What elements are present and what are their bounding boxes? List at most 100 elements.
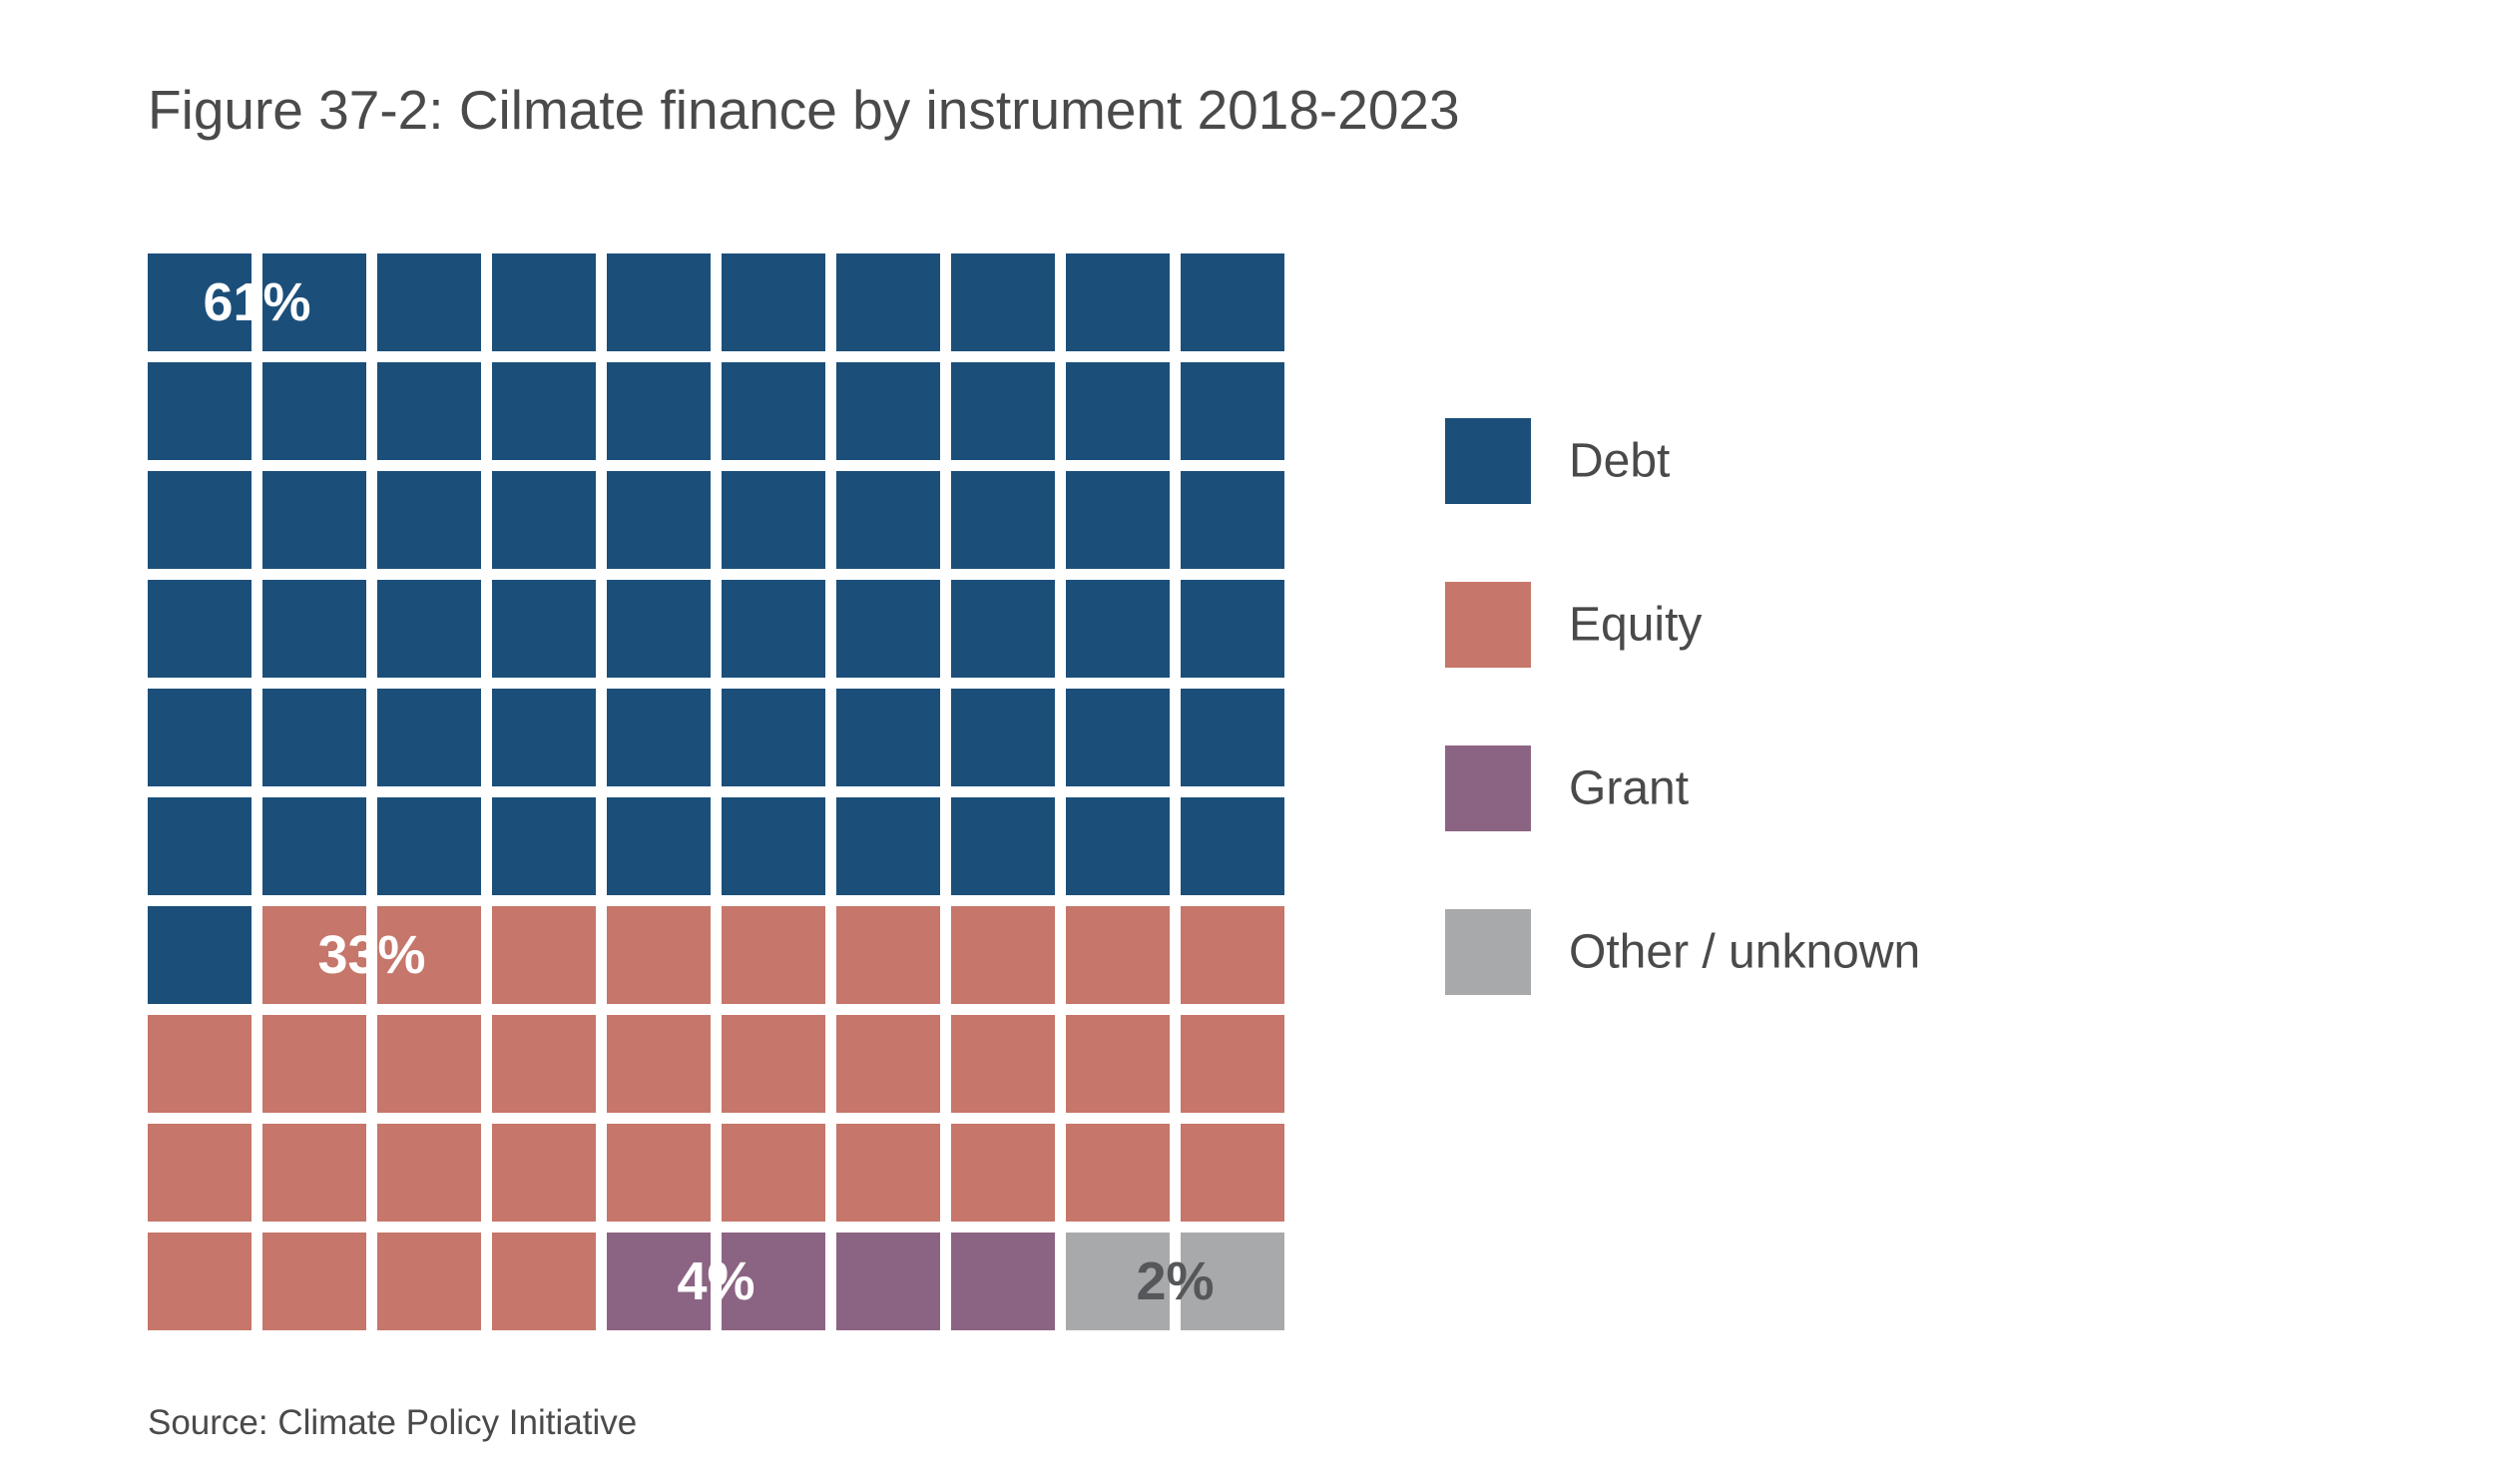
waffle-cell-equity (1066, 1015, 1170, 1113)
waffle-cell-equity (262, 1233, 366, 1330)
waffle-cell-grant (722, 1233, 825, 1330)
waffle-cell-debt (262, 797, 366, 895)
waffle-cell-debt (951, 471, 1055, 569)
waffle-cell-debt (377, 362, 481, 460)
pct-label-equity: 33% (317, 925, 425, 985)
waffle-cell-equity (951, 1124, 1055, 1222)
waffle-cell-debt (607, 471, 711, 569)
waffle-cell-debt (951, 253, 1055, 351)
waffle-cell-debt (722, 253, 825, 351)
waffle-cell-equity (148, 1233, 251, 1330)
waffle-cell-equity (1181, 1124, 1284, 1222)
waffle-cell-debt (1181, 580, 1284, 678)
waffle-cell-debt (492, 580, 596, 678)
waffle-cell-debt (607, 362, 711, 460)
legend-label-debt: Debt (1569, 435, 1670, 488)
legend-swatch-grant (1445, 745, 1531, 831)
waffle-cell-debt (1066, 471, 1170, 569)
legend-label-grant: Grant (1569, 762, 1689, 815)
waffle-cell-debt (607, 253, 711, 351)
waffle-cell-equity (607, 906, 711, 1004)
waffle-cell-equity (492, 1233, 596, 1330)
waffle-cell-equity (377, 1015, 481, 1113)
source-note: Source: Climate Policy Initiative (148, 1403, 638, 1442)
waffle-cell-equity (836, 1015, 940, 1113)
pct-label-grant: 4% (677, 1251, 754, 1311)
waffle-cell-debt (722, 471, 825, 569)
legend-label-equity: Equity (1569, 599, 1702, 652)
waffle-cell-debt (951, 580, 1055, 678)
chart-title: Figure 37-2: Cilmate finance by instrume… (148, 79, 1460, 141)
legend-label-other-unknown: Other / unknown (1569, 926, 1920, 979)
waffle-cell-grant (836, 1233, 940, 1330)
waffle-cell-debt (148, 580, 251, 678)
waffle-cell-equity (262, 1124, 366, 1222)
waffle-cell-equity (722, 906, 825, 1004)
waffle-cell-debt (492, 471, 596, 569)
waffle-cell-equity (951, 1015, 1055, 1113)
waffle-cell-debt (1181, 689, 1284, 786)
waffle-cell-equity (1181, 1015, 1284, 1113)
waffle-cell-debt (262, 471, 366, 569)
waffle-cell-equity (951, 906, 1055, 1004)
waffle-cell-debt (377, 580, 481, 678)
waffle-cell-debt (492, 362, 596, 460)
waffle-cell-debt (722, 362, 825, 460)
waffle-cell-debt (262, 689, 366, 786)
waffle-cell-debt (836, 689, 940, 786)
waffle-cell-debt (836, 580, 940, 678)
waffle-cell-debt (148, 362, 251, 460)
waffle-cell-debt (492, 253, 596, 351)
waffle-cell-equity (262, 1015, 366, 1113)
waffle-cell-equity (262, 906, 366, 1004)
waffle-cell-other-unknown (1181, 1233, 1284, 1330)
waffle-cell-debt (377, 471, 481, 569)
waffle-cell-debt (1066, 797, 1170, 895)
waffle-cell-equity (492, 1124, 596, 1222)
waffle-cell-debt (1181, 797, 1284, 895)
waffle-cell-equity (722, 1015, 825, 1113)
waffle-cell-equity (492, 906, 596, 1004)
waffle-cell-debt (148, 471, 251, 569)
waffle-cell-equity (836, 1124, 940, 1222)
waffle-cell-debt (262, 253, 366, 351)
pct-label-other-unknown: 2% (1136, 1251, 1214, 1311)
waffle-cell-debt (1066, 580, 1170, 678)
waffle-cell-equity (1066, 906, 1170, 1004)
waffle-cells (148, 253, 1284, 1330)
waffle-cell-equity (607, 1015, 711, 1113)
waffle-cell-equity (377, 1233, 481, 1330)
waffle-cell-debt (607, 797, 711, 895)
waffle-cell-debt (1066, 362, 1170, 460)
waffle-cell-debt (1181, 253, 1284, 351)
waffle-cell-equity (607, 1124, 711, 1222)
waffle-cell-equity (1066, 1124, 1170, 1222)
pct-label-debt: 61% (203, 272, 310, 332)
waffle-cell-debt (1066, 253, 1170, 351)
waffle-cell-debt (951, 689, 1055, 786)
waffle-cell-debt (377, 689, 481, 786)
waffle-cell-debt (1181, 362, 1284, 460)
waffle-cell-debt (262, 362, 366, 460)
waffle-cell-grant (607, 1233, 711, 1330)
waffle-cell-equity (148, 1015, 251, 1113)
waffle-cell-debt (148, 253, 251, 351)
waffle-cell-equity (836, 906, 940, 1004)
waffle-cell-debt (607, 580, 711, 678)
waffle-cell-debt (836, 362, 940, 460)
waffle-cell-debt (1181, 471, 1284, 569)
waffle-cell-equity (148, 1124, 251, 1222)
waffle-cell-debt (148, 689, 251, 786)
waffle-cell-other-unknown (1066, 1233, 1170, 1330)
waffle-cell-debt (951, 797, 1055, 895)
waffle-cell-debt (377, 797, 481, 895)
waffle-cell-debt (492, 689, 596, 786)
percentage-labels: 61% 33% 4% 2% (203, 272, 1214, 1311)
waffle-cell-debt (836, 253, 940, 351)
waffle-cell-debt (262, 580, 366, 678)
waffle-cell-debt (148, 906, 251, 1004)
waffle-cell-debt (722, 580, 825, 678)
waffle-cell-debt (836, 797, 940, 895)
waffle-cell-debt (148, 797, 251, 895)
